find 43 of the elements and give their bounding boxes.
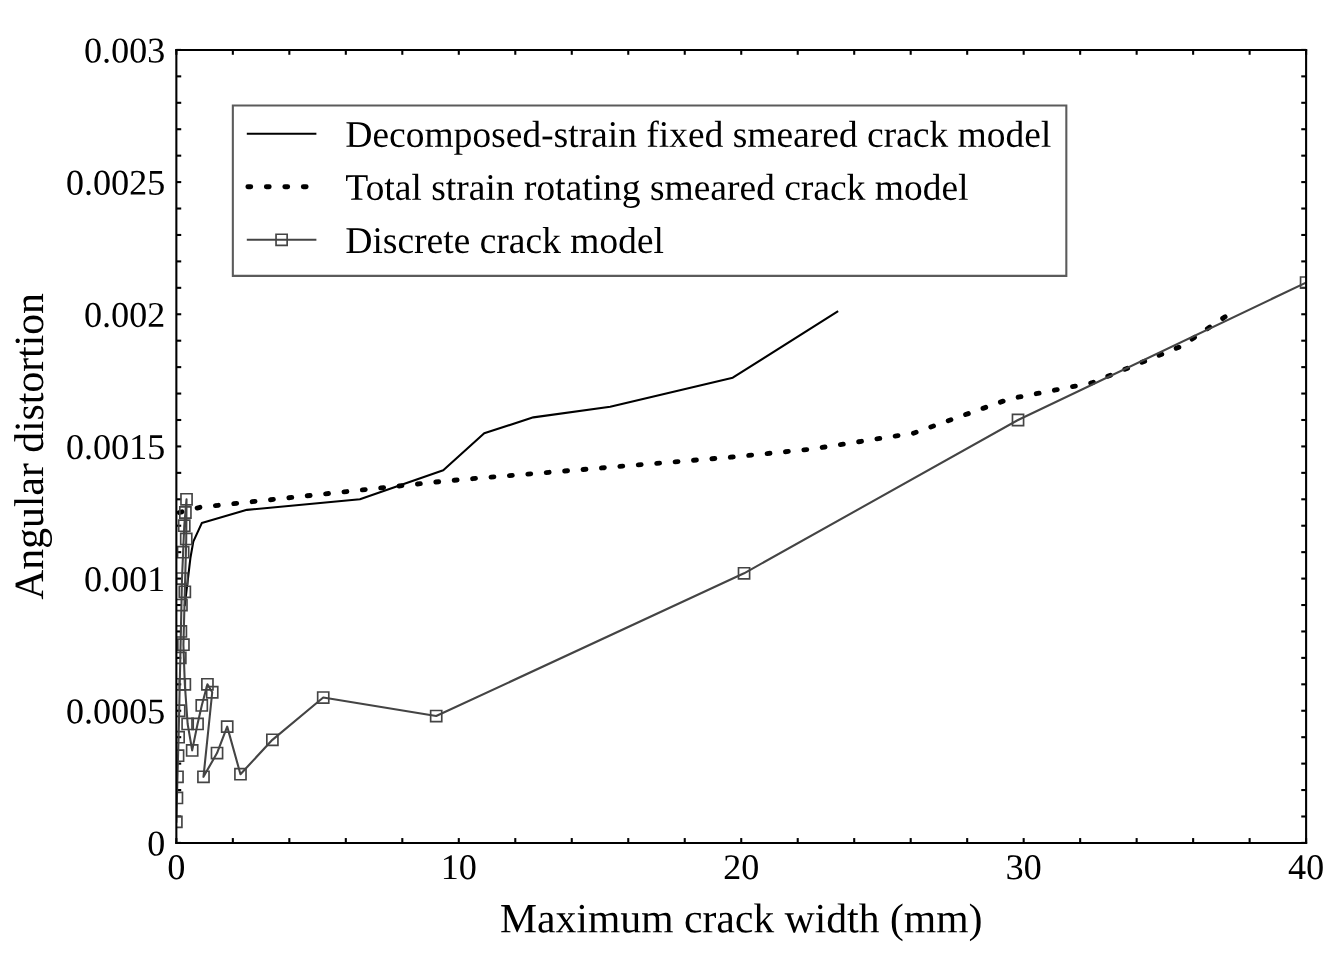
- point: [316, 691, 330, 704]
- point: [201, 677, 214, 691]
- y-tick-label: 0.001: [85, 567, 164, 592]
- point: [191, 717, 204, 731]
- point: [197, 770, 210, 784]
- point: [178, 677, 192, 691]
- point: [179, 532, 193, 546]
- y-tick-label: 0.0005: [67, 699, 164, 724]
- x-axis-title: Maximum crack width (mm): [501, 903, 981, 942]
- point: [180, 492, 193, 506]
- point: [737, 566, 751, 580]
- point: [234, 767, 247, 781]
- x-tick-label: 40: [1288, 855, 1323, 880]
- point: [195, 699, 209, 712]
- point: [185, 744, 199, 757]
- point: [176, 545, 190, 559]
- point: [429, 709, 443, 723]
- point: [265, 733, 279, 747]
- x-tick-label: 20: [724, 855, 758, 880]
- point: [176, 651, 187, 665]
- y-tick-label: 0.0015: [67, 434, 164, 460]
- point: [176, 598, 188, 612]
- point: [178, 585, 192, 599]
- y-axis-title: Angular distortion: [14, 293, 53, 600]
- point: [177, 519, 191, 533]
- point: [176, 572, 189, 585]
- x-tick-label: 30: [1007, 855, 1041, 880]
- point: [220, 720, 234, 734]
- legend-label: Total strain rotating smeared crack model: [346, 173, 968, 208]
- y-tick-label: 0.003: [85, 38, 164, 63]
- point: [210, 746, 224, 760]
- y-tick-label: 0.002: [85, 302, 164, 328]
- y-tick-label: 0.0025: [67, 170, 164, 196]
- x-tick-label: 10: [443, 855, 476, 880]
- legend-label: Decomposed-strain fixed smeared crack model: [346, 120, 1051, 155]
- x-tick-label: 0: [168, 855, 185, 880]
- point: [179, 506, 192, 519]
- point: [1011, 413, 1025, 427]
- point: [205, 685, 219, 699]
- point: [177, 638, 190, 652]
- legend-label: Discrete crack model: [346, 226, 664, 254]
- point: [181, 717, 195, 731]
- y-tick-label: 0: [148, 831, 164, 856]
